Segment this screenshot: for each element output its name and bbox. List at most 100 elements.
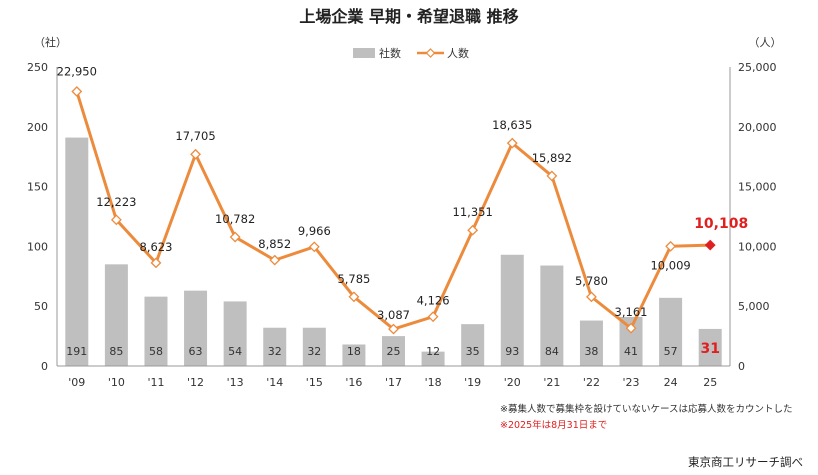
bar xyxy=(263,327,287,366)
bar-value-label: 35 xyxy=(466,345,480,358)
legend-line-label: 人数 xyxy=(447,47,469,60)
right-axis-tick: 5,000 xyxy=(738,300,770,313)
bar-value-label: 32 xyxy=(268,345,282,358)
people-marker xyxy=(150,257,162,269)
right-axis-tick: 25,000 xyxy=(738,61,777,74)
bar-value-label: 12 xyxy=(426,345,440,358)
bar-value-label: 57 xyxy=(664,345,678,358)
x-tick-label: '20 xyxy=(504,376,521,389)
right-axis-tick: 20,000 xyxy=(738,121,777,134)
people-value-label: 12,223 xyxy=(96,195,136,209)
x-tick-label: '17 xyxy=(385,376,402,389)
people-value-label: 10,009 xyxy=(650,258,690,272)
right-axis-tick: 0 xyxy=(738,360,745,373)
left-axis-tick: 150 xyxy=(27,181,48,194)
bar-value-label: 31 xyxy=(700,341,719,357)
note-1: ※募集人数で募集枠を設けていないケースは応募人数をカウントした xyxy=(500,403,793,415)
people-marker xyxy=(269,254,281,266)
people-marker xyxy=(704,239,716,251)
people-marker xyxy=(586,291,597,303)
bar xyxy=(104,264,128,366)
bar xyxy=(540,265,564,366)
x-tick-label: 24 xyxy=(664,376,678,389)
right-axis-tick: 10,000 xyxy=(738,240,777,253)
people-value-label: 10,782 xyxy=(215,212,255,226)
people-marker xyxy=(388,323,399,335)
people-value-label: 11,351 xyxy=(453,205,493,219)
people-marker xyxy=(308,241,320,253)
bar-value-label: 41 xyxy=(624,345,638,358)
people-line xyxy=(75,91,711,331)
source-credit: 東京商工リサーチ調べ xyxy=(688,455,803,469)
bar xyxy=(461,324,485,366)
bar-value-label: 18 xyxy=(347,345,361,358)
bar xyxy=(144,296,168,366)
right-axis-unit: （人） xyxy=(749,36,782,49)
bar xyxy=(65,137,89,366)
bar xyxy=(579,320,603,366)
people-value-label: 15,892 xyxy=(532,151,572,165)
people-marker xyxy=(506,137,518,149)
bar xyxy=(302,327,326,366)
people-value-label: 5,780 xyxy=(575,274,608,288)
left-axis-ticks: 0 50 100 150 200 250 xyxy=(27,61,48,373)
bar-series: 191 85 58 63 54 32 32 18 25 12 35 93 84 38 41 57 31 xyxy=(65,137,722,366)
bar-value-label: 32 xyxy=(307,345,321,358)
x-tick-label: '09 xyxy=(68,376,85,389)
bar-value-label: 85 xyxy=(109,345,123,358)
bar xyxy=(184,290,208,366)
people-value-label: 8,852 xyxy=(258,237,291,251)
people-marker xyxy=(229,231,241,243)
bar-value-label: 58 xyxy=(149,345,163,358)
bar-value-label: 25 xyxy=(387,345,401,358)
bar-value-label: 38 xyxy=(584,345,598,358)
people-value-label: 9,966 xyxy=(298,224,331,238)
x-tick-label: '22 xyxy=(583,376,600,389)
axes xyxy=(56,67,731,367)
x-tick-label: '21 xyxy=(543,376,560,389)
people-value-label: 8,623 xyxy=(140,240,173,254)
right-axis-tick: 15,000 xyxy=(738,181,777,194)
bar xyxy=(619,316,643,366)
right-axis-ticks: 0 5,000 10,000 15,000 20,000 25,000 xyxy=(738,61,777,373)
bar-value-label: 54 xyxy=(228,345,242,358)
bar xyxy=(421,351,445,366)
people-marker xyxy=(625,322,637,334)
people-value-label: 10,108 xyxy=(694,216,748,232)
people-marker xyxy=(546,170,558,182)
people-value-label: 22,950 xyxy=(57,65,97,79)
people-value-label: 18,635 xyxy=(492,118,532,132)
bar xyxy=(342,344,366,366)
people-value-label: 4,126 xyxy=(417,294,450,308)
legend: 社数 人数 xyxy=(353,46,469,60)
left-axis-unit: （社） xyxy=(34,35,67,49)
x-tick-label: '11 xyxy=(147,376,164,389)
legend-bar-label: 社数 xyxy=(379,46,401,60)
bar-value-label: 191 xyxy=(66,345,87,358)
left-axis-tick: 0 xyxy=(41,360,48,373)
left-axis-tick: 100 xyxy=(27,240,48,253)
people-marker xyxy=(110,214,122,226)
people-value-label: 3,161 xyxy=(615,305,648,319)
x-tick-label: '12 xyxy=(187,376,204,389)
people-value-label: 3,087 xyxy=(377,308,410,322)
people-marker xyxy=(71,86,83,97)
bar xyxy=(223,301,247,366)
people-value-label: 17,705 xyxy=(175,129,215,143)
left-axis-tick: 50 xyxy=(34,300,48,313)
x-tick-label: '13 xyxy=(227,376,244,389)
bar-value-label: 63 xyxy=(189,345,203,358)
bar-value-label: 93 xyxy=(505,345,519,358)
legend-bar-swatch xyxy=(353,48,375,58)
x-tick-label: '18 xyxy=(425,376,442,389)
people-marker xyxy=(665,240,677,252)
chart-title: 上場企業 早期・希望退職 推移 xyxy=(299,7,518,26)
legend-line-marker xyxy=(425,48,436,58)
x-tick-label: '19 xyxy=(464,376,481,389)
x-tick-label: '10 xyxy=(108,376,125,389)
people-marker xyxy=(467,224,479,236)
x-tick-label: '14 xyxy=(266,376,283,389)
bar-value-label: 84 xyxy=(545,345,559,358)
bar xyxy=(698,328,722,366)
